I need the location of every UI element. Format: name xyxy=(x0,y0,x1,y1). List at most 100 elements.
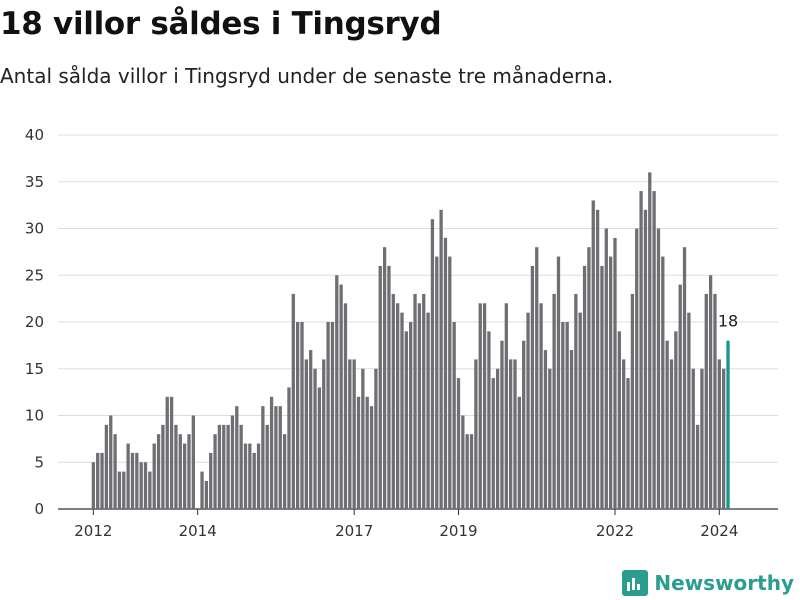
brand-name: Newsworthy xyxy=(654,571,794,595)
bar xyxy=(548,368,552,509)
bar xyxy=(395,303,400,509)
bar xyxy=(487,331,491,509)
bar xyxy=(409,322,413,509)
bar xyxy=(417,303,422,509)
bar xyxy=(700,368,704,509)
bar xyxy=(361,368,365,509)
y-tick-label: 20 xyxy=(25,313,44,331)
bar xyxy=(309,350,313,509)
bar xyxy=(474,359,478,509)
bar xyxy=(139,462,143,509)
bar xyxy=(387,265,391,509)
bar xyxy=(708,275,713,509)
bar xyxy=(378,265,382,509)
x-axis: 2012 2014 2017 2019 2022 2024 xyxy=(74,509,738,540)
bar xyxy=(695,424,700,509)
bar xyxy=(661,256,665,509)
bar xyxy=(613,237,617,509)
bar xyxy=(348,359,352,509)
y-tick-label: 25 xyxy=(25,266,44,284)
y-tick-label: 0 xyxy=(34,500,44,518)
bar xyxy=(691,368,695,509)
bar xyxy=(652,191,656,509)
bar xyxy=(604,228,608,509)
y-tick-label: 10 xyxy=(25,407,44,425)
bar xyxy=(291,293,295,509)
bar xyxy=(326,322,330,509)
bar xyxy=(439,209,443,510)
bar xyxy=(117,471,122,509)
bar xyxy=(269,396,274,509)
bar xyxy=(491,378,495,509)
bar xyxy=(674,331,678,509)
bar xyxy=(526,312,530,509)
bar xyxy=(469,434,474,509)
bar xyxy=(461,415,465,509)
bar xyxy=(113,434,117,509)
bar xyxy=(109,415,113,509)
x-tick-label: 2012 xyxy=(74,522,112,540)
chart-logo-icon xyxy=(622,570,649,596)
y-tick-label: 30 xyxy=(25,220,44,238)
bar xyxy=(600,265,604,509)
bar xyxy=(656,228,661,509)
bar xyxy=(669,359,674,509)
bar xyxy=(678,284,682,509)
bar xyxy=(517,396,522,509)
y-tick-label: 40 xyxy=(25,126,44,144)
bar xyxy=(252,452,256,509)
bar xyxy=(639,191,643,509)
bar xyxy=(213,434,217,509)
x-tick-label: 2014 xyxy=(179,522,217,540)
bar xyxy=(665,340,669,509)
bar xyxy=(265,424,269,509)
bar xyxy=(404,331,408,509)
bar xyxy=(339,284,343,509)
bar xyxy=(161,424,165,509)
bar xyxy=(448,256,452,509)
bar xyxy=(426,312,430,509)
bar xyxy=(478,303,482,509)
bar xyxy=(509,359,513,509)
x-tick-label: 2022 xyxy=(596,522,634,540)
bar xyxy=(187,434,191,509)
bar xyxy=(400,312,404,509)
bar xyxy=(287,387,291,509)
bar xyxy=(104,424,109,509)
bar xyxy=(482,303,487,509)
bar xyxy=(504,303,508,509)
bar xyxy=(365,396,369,509)
bar xyxy=(595,209,600,510)
bar xyxy=(522,340,526,509)
bar xyxy=(443,237,448,509)
bar xyxy=(248,443,252,509)
bar xyxy=(165,396,169,509)
y-tick-label: 5 xyxy=(34,453,44,471)
bar xyxy=(174,424,178,509)
bar xyxy=(535,247,539,509)
bar xyxy=(122,471,126,509)
bar xyxy=(300,322,304,509)
bar xyxy=(682,247,687,509)
bar xyxy=(317,387,322,509)
bar xyxy=(587,247,591,509)
bar xyxy=(556,256,561,509)
bar xyxy=(274,406,278,509)
bar xyxy=(413,293,417,509)
y-tick-label: 35 xyxy=(25,173,44,191)
bar xyxy=(200,471,204,509)
bar xyxy=(335,275,339,509)
bar xyxy=(304,359,308,509)
bar xyxy=(282,434,287,509)
bar xyxy=(343,303,348,509)
bar xyxy=(422,293,426,509)
bar xyxy=(391,293,395,509)
bar xyxy=(230,415,235,509)
bar xyxy=(178,434,182,509)
last-value-label: 18 xyxy=(718,312,738,331)
bar xyxy=(322,359,326,509)
bar xyxy=(430,219,435,509)
bar xyxy=(330,322,335,509)
bar xyxy=(500,340,504,509)
bar xyxy=(495,368,500,509)
